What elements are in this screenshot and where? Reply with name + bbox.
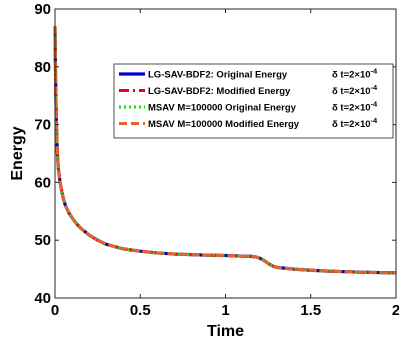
legend-entry-3: MSAV M=100000 Original Energy: [148, 103, 297, 114]
y-tick-label: 80: [34, 59, 51, 76]
y-tick-label: 70: [34, 117, 51, 134]
legend: LG-SAV-BDF2: Original Energy δ t=2×10-4 LG…: [113, 63, 394, 139]
legend-step-exponent: -4: [371, 116, 378, 125]
series-layer: [53, 26, 397, 275]
legend-step-4: δ t=2×10-4: [332, 116, 378, 130]
legend-step-1: δ t=2×10-4: [332, 67, 378, 81]
legend-entry-4: MSAV M=100000 Modified Energy: [148, 119, 300, 130]
legend-entry-1: LG-SAV-BDF2: Original Energy: [148, 70, 288, 81]
plot-area: [55, 9, 396, 298]
y-tick-label: 50: [34, 232, 51, 249]
legend-entry-2: LG-SAV-BDF2: Modified Energy: [148, 86, 291, 97]
y-axis-ticks: 40 50 60 70 80 90: [34, 1, 396, 307]
legend-step-exponent: -4: [371, 67, 378, 76]
legend-step-2: δ t=2×10-4: [332, 83, 378, 97]
x-tick-label: 2: [392, 302, 399, 319]
y-tick-label: 90: [34, 1, 51, 18]
legend-step-exponent: -4: [371, 83, 378, 92]
series-line-4: [53, 26, 397, 275]
x-tick-label: 1: [221, 302, 229, 319]
x-tick-label: 0.5: [130, 302, 151, 319]
y-axis-label: Energy: [9, 126, 26, 180]
legend-step-3: δ t=2×10-4: [332, 100, 378, 114]
x-tick-label: 1.5: [300, 302, 321, 319]
x-axis-label: Time: [207, 323, 244, 340]
x-axis-ticks: 0 0.5 1 1.5 2: [51, 9, 399, 319]
x-tick-label: 0: [51, 302, 59, 319]
y-tick-label: 40: [34, 290, 51, 307]
y-tick-label: 60: [34, 174, 51, 191]
legend-step-exponent: -4: [371, 100, 378, 109]
legend-box: [113, 63, 394, 139]
